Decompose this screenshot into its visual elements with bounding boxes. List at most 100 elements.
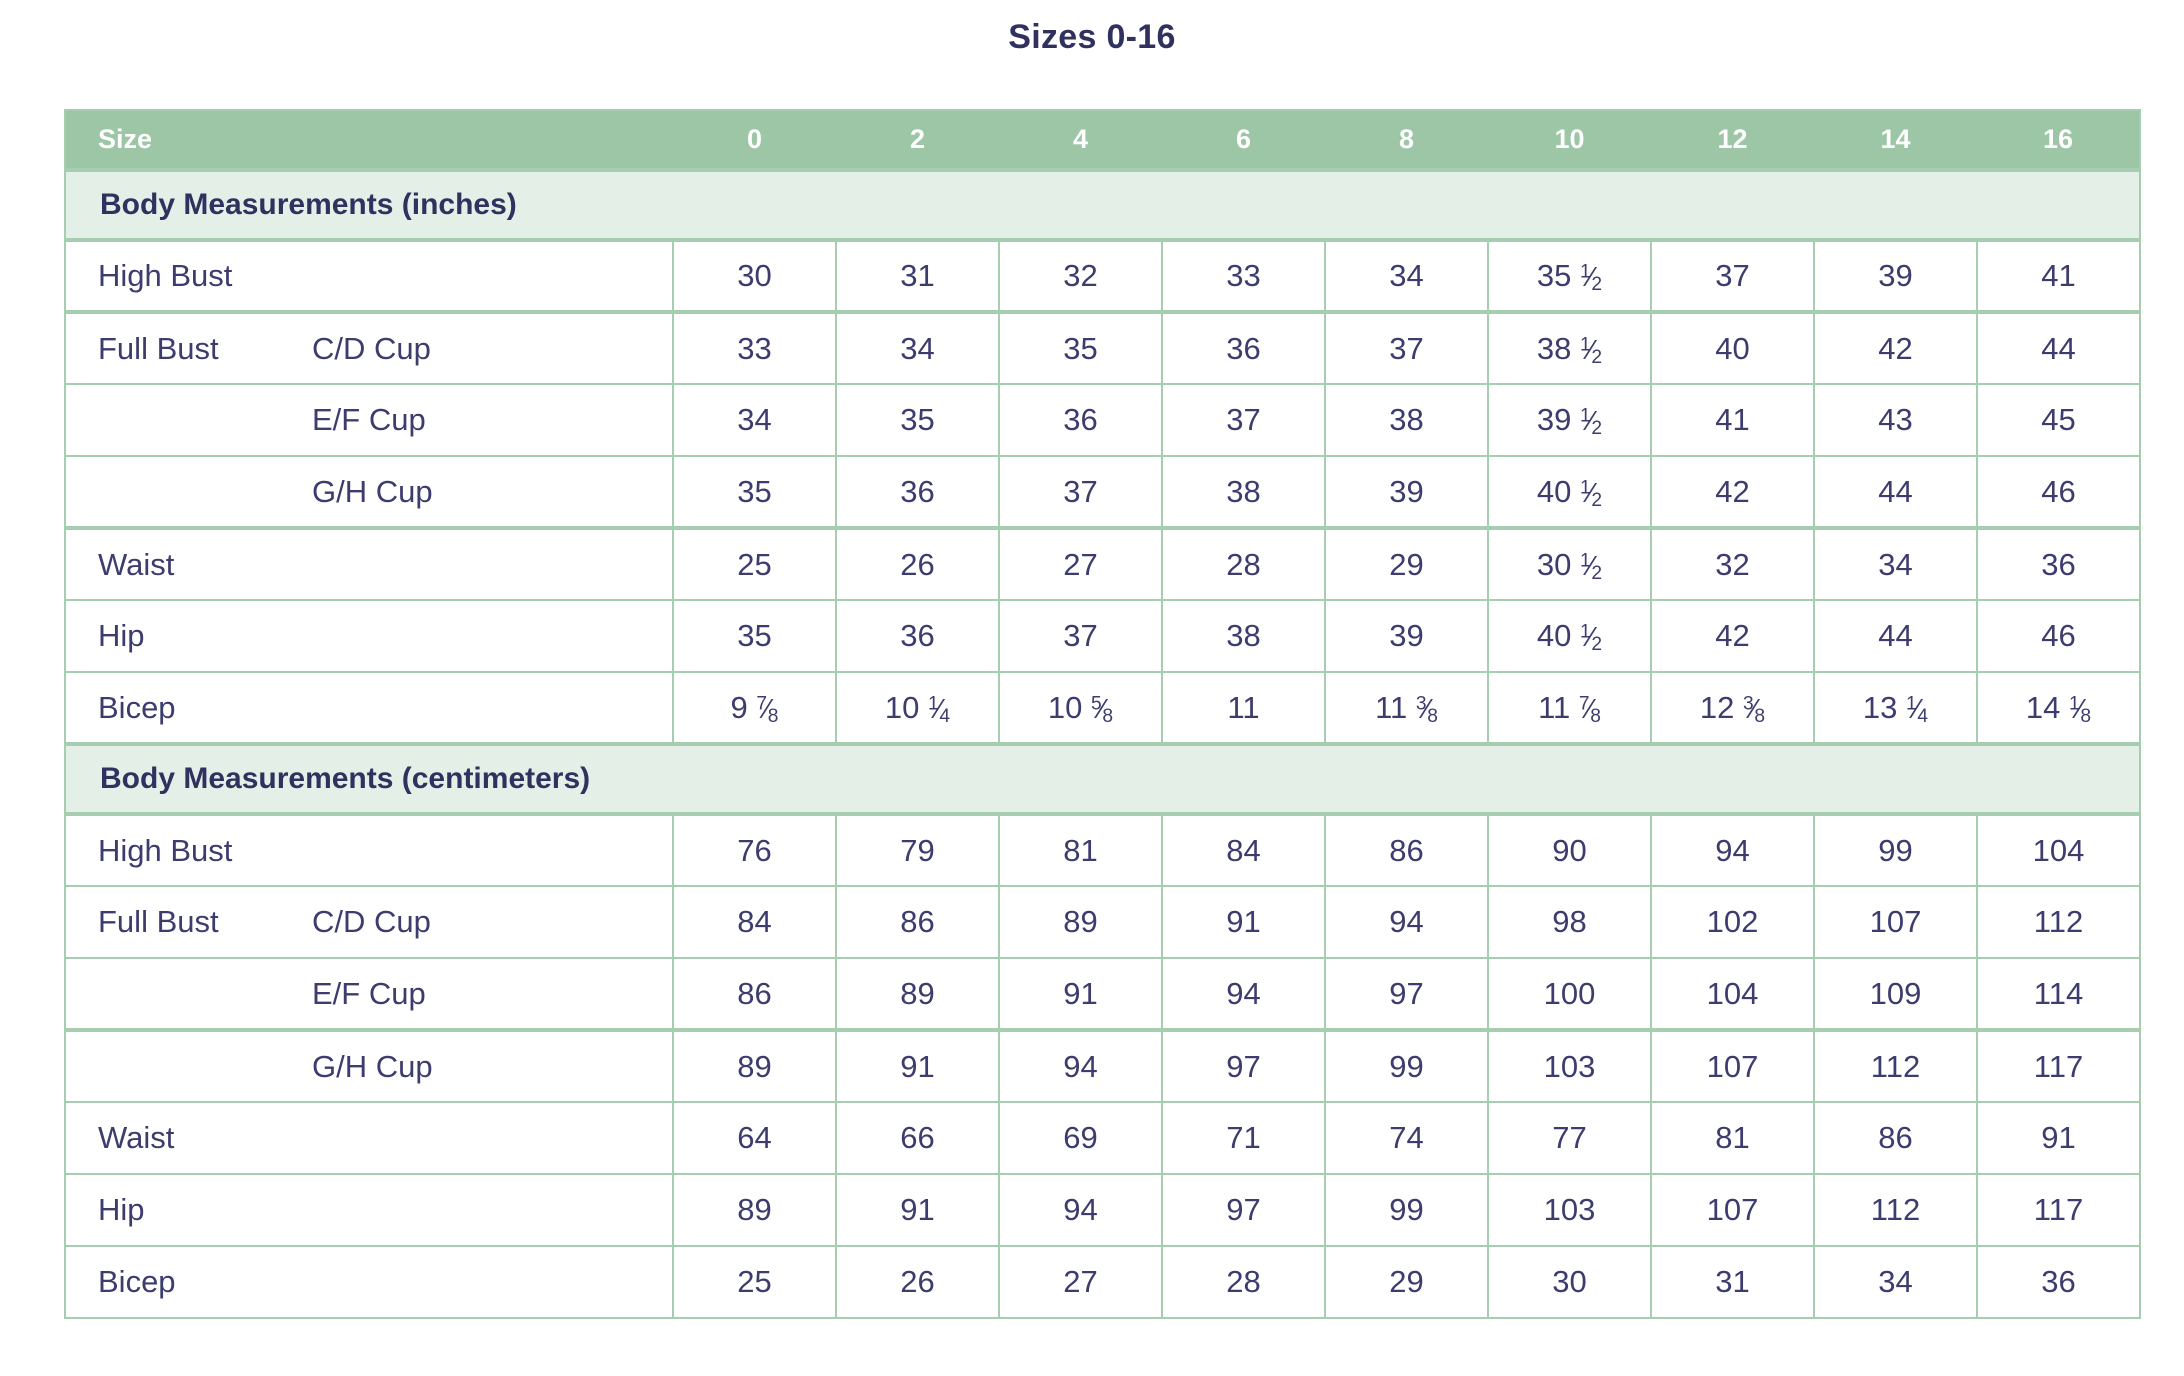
size-column-header: 0 [673,110,836,170]
measurement-value-cell: 34 [1324,239,1489,313]
measurement-value-cell: 36 [1976,526,2141,601]
measurement-value-cell: 89 [835,957,1000,1031]
measurement-value-cell: 46 [1976,455,2141,529]
measurement-value-cell: 100 [1487,957,1652,1031]
measurement-value-cell: 35 [835,383,1000,457]
measurement-label-cell: Waist [64,526,674,601]
measurement-value-cell: 44 [1813,455,1978,529]
measurement-value-cell: 30 1⁄2 [1487,526,1652,601]
measurement-label-cell: E/F Cup [64,383,674,457]
measurement-value-cell: 37 [1324,310,1489,385]
fraction-value: 12 3⁄8 [1699,689,1766,727]
measurement-value-cell: 42 [1650,599,1815,673]
size-header-row: Size 0 2 4 6 8 10 12 14 16 [65,110,2140,170]
measurement-value-cell: 36 [998,383,1163,457]
measurement-value-cell: 42 [1813,310,1978,385]
measurement-value-cell: 94 [998,1028,1163,1103]
measurement-value-cell: 35 [672,455,837,529]
measurement-value-cell: 71 [1161,1101,1326,1175]
size-column-header: 14 [1814,110,1977,170]
measurement-value-cell: 94 [1161,957,1326,1031]
measurement-label-cell: Full Bust C/D Cup [64,310,674,385]
measurement-value-cell: 29 [1324,1245,1489,1319]
measurement-value-cell: 89 [672,1028,837,1103]
measurement-value-cell: 79 [835,813,1000,887]
measurement-value-cell: 99 [1324,1173,1489,1247]
size-column-header: 2 [836,110,999,170]
measurement-value-cell: 117 [1976,1173,2141,1247]
measurement-label-cell: Full Bust C/D Cup [64,885,674,959]
measurement-value-cell: 37 [1161,383,1326,457]
measurement-value-cell: 11 [1161,671,1326,745]
table-row: Hip 89 91 94 97 99 103 107 112 117 [64,1173,2141,1247]
size-column-header: 16 [1977,110,2140,170]
measurement-value-cell: 38 [1324,383,1489,457]
measurement-value-cell: 42 [1650,455,1815,529]
measurement-value-cell: 97 [1161,1173,1326,1247]
table-row: Bicep 9 7⁄8 10 1⁄4 10 5⁄8 11 11 3⁄8 11 7⁄8 12 3… [64,671,2141,745]
measurement-value-cell: 10 5⁄8 [998,671,1163,745]
measurement-value-cell: 33 [672,310,837,385]
measurement-value-cell: 94 [1324,885,1489,959]
size-column-header: 4 [999,110,1162,170]
measurement-value-cell: 9 7⁄8 [672,671,837,745]
measurement-value-cell: 34 [1813,526,1978,601]
size-column-header: 8 [1325,110,1488,170]
section-header-row: Body Measurements (inches) [65,168,2140,242]
measurement-value-cell: 11 7⁄8 [1487,671,1652,745]
measurement-value-cell: 104 [1976,813,2141,887]
measurement-value-cell: 11 3⁄8 [1324,671,1489,745]
fraction-value: 40 1⁄2 [1536,473,1603,511]
measurement-value-cell: 81 [998,813,1163,887]
measurement-value-cell: 90 [1487,813,1652,887]
measurement-value-cell: 31 [835,239,1000,313]
measurement-value-cell: 91 [1161,885,1326,959]
measurement-value-cell: 38 [1161,455,1326,529]
measurement-value-cell: 84 [672,885,837,959]
measurement-value-cell: 40 1⁄2 [1487,599,1652,673]
cup-sublabel: C/D Cup [312,904,431,939]
table-row: Waist 64 66 69 71 74 77 81 86 91 [64,1101,2141,1175]
measurement-label-cell: Hip [64,599,674,673]
measurement-value-cell: 76 [672,813,837,887]
fraction-value: 11 7⁄8 [1538,689,1601,727]
measurement-value-cell: 37 [1650,239,1815,313]
measurement-value-cell: 74 [1324,1101,1489,1175]
measurement-value-cell: 107 [1650,1173,1815,1247]
measurement-value-cell: 94 [998,1173,1163,1247]
measurement-value-cell: 45 [1976,383,2141,457]
cup-sublabel: G/H Cup [312,1048,433,1084]
measurement-value-cell: 25 [672,1245,837,1319]
measurement-label-cell: G/H Cup [64,455,674,529]
measurement-value-cell: 38 1⁄2 [1487,310,1652,385]
measurement-label: Bicep [98,1264,176,1299]
size-header-label: Size [65,110,673,170]
measurement-label-cell: Bicep [64,671,674,745]
table-row: E/F Cup 34 35 36 37 38 39 1⁄2 41 43 45 [64,383,2141,457]
measurement-value-cell: 35 [672,599,837,673]
measurement-value-cell: 31 [1650,1245,1815,1319]
measurement-value-cell: 39 [1324,455,1489,529]
measurement-value-cell: 91 [998,957,1163,1031]
fraction-value: 11 3⁄8 [1375,689,1438,727]
measurement-value-cell: 38 [1161,599,1326,673]
fraction-value: 35 1⁄2 [1536,258,1603,296]
measurement-value-cell: 114 [1976,957,2141,1031]
measurement-value-cell: 37 [998,599,1163,673]
measurement-value-cell: 112 [1976,885,2141,959]
measurement-value-cell: 94 [1650,813,1815,887]
measurement-value-cell: 64 [672,1101,837,1175]
measurement-value-cell: 44 [1813,599,1978,673]
measurement-value-cell: 30 [672,239,837,313]
measurement-value-cell: 98 [1487,885,1652,959]
measurement-value-cell: 91 [835,1028,1000,1103]
measurement-label: Bicep [98,689,176,725]
size-column-header: 12 [1651,110,1814,170]
measurement-value-cell: 89 [672,1173,837,1247]
table-row: E/F Cup 86 89 91 94 97 100 104 109 114 [64,957,2141,1031]
measurement-value-cell: 36 [835,599,1000,673]
measurement-value-cell: 91 [835,1173,1000,1247]
measurement-value-cell: 34 [835,310,1000,385]
measurement-value-cell: 28 [1161,526,1326,601]
measurement-value-cell: 37 [998,455,1163,529]
